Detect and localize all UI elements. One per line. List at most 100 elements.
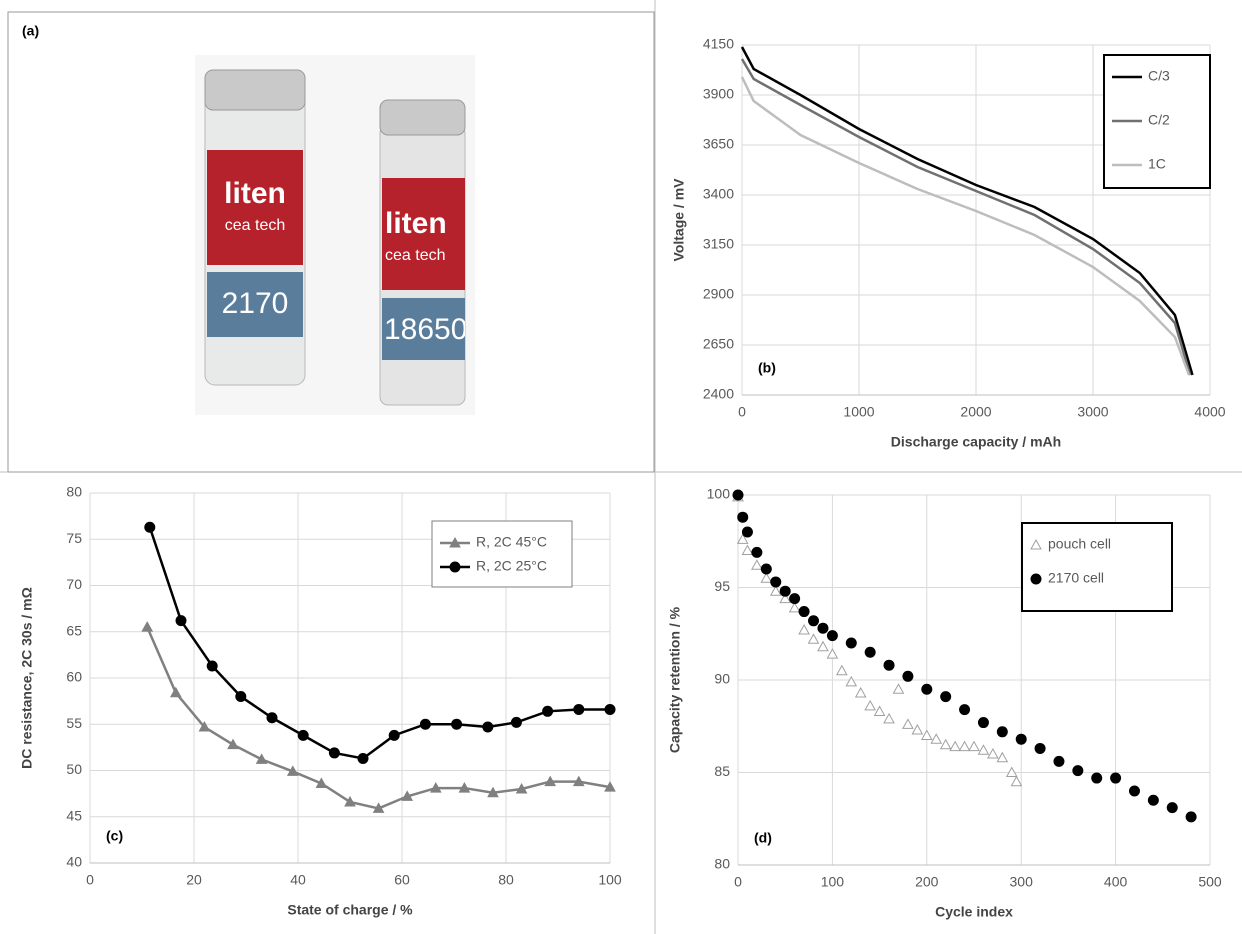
data-point [845, 675, 858, 687]
data-point [826, 648, 839, 659]
data-point [996, 726, 1008, 738]
y-tick-label: 45 [66, 807, 82, 823]
legend-label: pouch cell [1048, 536, 1111, 552]
panel-label: (d) [754, 830, 772, 846]
data-point [206, 660, 218, 672]
data-point [751, 559, 763, 570]
x-tick-label: 1000 [843, 404, 874, 420]
data-point [198, 720, 211, 732]
data-point [958, 740, 971, 752]
cell-cap [379, 99, 466, 136]
panel-label: (c) [106, 828, 123, 844]
data-point [977, 744, 990, 755]
x-tick-label: 2000 [960, 404, 991, 420]
data-point [798, 624, 810, 635]
x-axis-title: Cycle index [935, 904, 1013, 920]
data-point [845, 637, 857, 649]
legend-box [1021, 522, 1173, 612]
cell-band-blue [207, 272, 303, 337]
data-point [1128, 785, 1140, 797]
data-point [920, 729, 933, 740]
data-point [939, 738, 952, 750]
y-tick-label: 55 [66, 715, 82, 731]
data-point [808, 615, 820, 627]
data-point [1185, 811, 1197, 823]
legend-label: C/2 [1148, 112, 1170, 128]
data-point [751, 546, 763, 558]
y-axis-title: Voltage / mV [671, 178, 687, 262]
data-point [902, 670, 914, 682]
data-point [902, 718, 914, 729]
data-point [388, 729, 400, 741]
data-point [883, 712, 895, 724]
data-point [736, 533, 749, 544]
y-tick-label: 95 [714, 578, 730, 594]
data-point [737, 511, 749, 523]
legend-marker [449, 536, 461, 548]
legend-marker [449, 561, 461, 573]
data-point [1053, 755, 1065, 767]
data-point [741, 526, 753, 538]
x-tick-label: 0 [734, 874, 742, 890]
data-point [968, 740, 980, 752]
y-tick-label: 100 [707, 486, 731, 502]
data-point [732, 489, 744, 501]
data-point [451, 718, 463, 730]
data-point [817, 640, 829, 652]
data-point [401, 790, 414, 801]
data-point [372, 802, 385, 813]
legend-label: 1C [1148, 156, 1166, 172]
y-tick-label: 3900 [703, 86, 734, 102]
y-tick-label: 65 [66, 622, 82, 638]
data-point [864, 646, 876, 658]
x-tick-label: 80 [498, 872, 514, 888]
series-line [740, 76, 1191, 376]
y-tick-label: 4150 [703, 36, 734, 52]
data-point [826, 630, 838, 642]
x-tick-label: 500 [1198, 874, 1222, 890]
data-point [817, 622, 829, 634]
x-tick-label: 4000 [1194, 404, 1225, 420]
data-point [930, 733, 943, 744]
series-line [740, 58, 1192, 376]
data-point [1110, 772, 1122, 784]
data-point [892, 683, 905, 694]
data-point [419, 718, 431, 730]
data-point [604, 703, 616, 715]
data-point [779, 585, 791, 597]
x-tick-label: 40 [290, 872, 306, 888]
brand-text: liten [224, 177, 286, 210]
data-point [959, 704, 971, 716]
y-tick-label: 2900 [703, 286, 734, 302]
data-point [429, 782, 442, 793]
cell-band-blue [382, 298, 465, 360]
y-tick-label: 60 [66, 669, 82, 685]
legend-marker [1030, 538, 1042, 550]
data-point [141, 621, 154, 632]
data-point [949, 740, 961, 752]
model-clip: 18650 [384, 313, 465, 346]
cell-band-red [207, 150, 303, 265]
x-tick-label: 100 [598, 872, 622, 888]
x-tick-label: 100 [821, 874, 845, 890]
data-point [510, 716, 522, 728]
y-tick-label: 85 [714, 763, 730, 779]
data-point [544, 775, 557, 787]
data-point [572, 775, 585, 787]
y-tick-label: 3400 [703, 186, 734, 202]
data-point [788, 601, 801, 613]
data-point [769, 585, 782, 596]
y-tick-label: 70 [66, 576, 82, 592]
y-tick-label: 75 [66, 530, 82, 546]
y-axis-title: DC resistance, 2C 30s / mΩ [19, 587, 35, 769]
data-point [255, 753, 268, 764]
legend-marker [1030, 573, 1042, 585]
brand-sub: cea tech [385, 247, 445, 264]
data-point [235, 691, 247, 702]
data-point [779, 592, 792, 604]
x-tick-label: 300 [1010, 874, 1034, 890]
y-tick-label: 80 [66, 484, 82, 500]
panel-label: (a) [22, 23, 39, 39]
